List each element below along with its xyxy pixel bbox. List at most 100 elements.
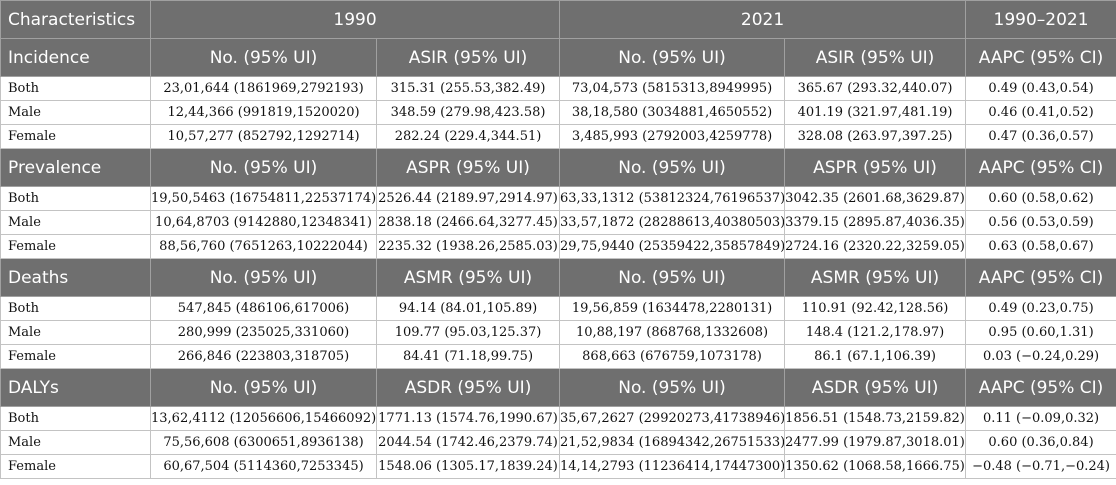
section-header-incidence: Incidence No. (95% UI) ASIR (95% UI) No.… bbox=[0, 38, 1116, 77]
table-cell: 23,01,644 (1861969,2792193) bbox=[150, 76, 377, 101]
table-row: Male 280,999 (235025,331060) 109.77 (95.… bbox=[0, 320, 1116, 345]
table-row: Female 266,846 (223803,318705) 84.41 (71… bbox=[0, 344, 1116, 369]
table-cell: 110.91 (92.42,128.56) bbox=[784, 296, 967, 321]
table-row: Female 88,56,760 (7651263,10222044) 2235… bbox=[0, 234, 1116, 259]
column-header: No. (95% UI) bbox=[559, 368, 786, 407]
column-header: No. (95% UI) bbox=[150, 258, 377, 297]
table-cell: 0.63 (0.58,0.67) bbox=[965, 234, 1116, 259]
table-cell: 38,18,580 (3034881,4650552) bbox=[559, 100, 786, 125]
table-header-row: Characteristics 1990 2021 1990–2021 bbox=[0, 0, 1116, 39]
table-cell: 2235.32 (1938.26,2585.03) bbox=[375, 234, 561, 259]
table-row: Both 13,62,4112 (12056606,15466092) 1771… bbox=[0, 406, 1116, 431]
table-cell: 109.77 (95.03,125.37) bbox=[375, 320, 561, 345]
column-header: No. (95% UI) bbox=[150, 368, 377, 407]
table-cell: 0.46 (0.41,0.52) bbox=[965, 100, 1116, 125]
table-row: Female 10,57,277 (852792,1292714) 282.24… bbox=[0, 124, 1116, 149]
column-header: ASDR (95% UI) bbox=[784, 368, 967, 407]
table-cell: 84.41 (71.18,99.75) bbox=[375, 344, 561, 369]
table-cell: 2477.99 (1979.87,3018.01) bbox=[784, 430, 967, 455]
column-header: AAPC (95% CI) bbox=[965, 368, 1116, 407]
table-cell: 19,56,859 (1634478,2280131) bbox=[559, 296, 786, 321]
table-cell: 2526.44 (2189.97,2914.97) bbox=[375, 186, 561, 211]
column-header: ASIR (95% UI) bbox=[375, 38, 561, 77]
table-cell: 19,50,5463 (16754811,22537174) bbox=[150, 186, 377, 211]
table-cell: 12,44,366 (991819,1520020) bbox=[150, 100, 377, 125]
table-cell: 21,52,9834 (16894342,26751533) bbox=[559, 430, 786, 455]
section-title: DALYs bbox=[0, 368, 151, 407]
column-header: AAPC (95% CI) bbox=[965, 38, 1116, 77]
table-cell: 0.47 (0.36,0.57) bbox=[965, 124, 1116, 149]
row-label: Male bbox=[0, 100, 151, 125]
table-cell: 13,62,4112 (12056606,15466092) bbox=[150, 406, 377, 431]
table-cell: 1350.62 (1068.58,1666.75) bbox=[784, 454, 967, 479]
characteristics-header: Characteristics bbox=[0, 0, 151, 39]
table-cell: 35,67,2627 (29920273,41738946) bbox=[559, 406, 786, 431]
table-cell: 10,57,277 (852792,1292714) bbox=[150, 124, 377, 149]
year-2021-header: 2021 bbox=[559, 0, 967, 39]
row-label: Female bbox=[0, 454, 151, 479]
column-header: ASMR (95% UI) bbox=[784, 258, 967, 297]
table-cell: 2724.16 (2320.22,3259.05) bbox=[784, 234, 967, 259]
column-header: No. (95% UI) bbox=[150, 148, 377, 187]
column-header: No. (95% UI) bbox=[559, 148, 786, 187]
column-header: No. (95% UI) bbox=[559, 38, 786, 77]
table-row: Male 75,56,608 (6300651,8936138) 2044.54… bbox=[0, 430, 1116, 455]
section-header-prevalence: Prevalence No. (95% UI) ASPR (95% UI) No… bbox=[0, 148, 1116, 187]
table-cell: 60,67,504 (5114360,7253345) bbox=[150, 454, 377, 479]
period-header: 1990–2021 bbox=[965, 0, 1116, 39]
row-label: Female bbox=[0, 344, 151, 369]
column-header: ASPR (95% UI) bbox=[784, 148, 967, 187]
column-header: ASIR (95% UI) bbox=[784, 38, 967, 77]
table-cell: 0.11 (−0.09,0.32) bbox=[965, 406, 1116, 431]
table-row: Both 547,845 (486106,617006) 94.14 (84.0… bbox=[0, 296, 1116, 321]
table-cell: 2044.54 (1742.46,2379.74) bbox=[375, 430, 561, 455]
section-title: Incidence bbox=[0, 38, 151, 77]
row-label: Both bbox=[0, 296, 151, 321]
table-cell: 282.24 (229.4,344.51) bbox=[375, 124, 561, 149]
row-label: Female bbox=[0, 124, 151, 149]
table-cell: 33,57,1872 (28288613,40380503) bbox=[559, 210, 786, 235]
column-header: ASDR (95% UI) bbox=[375, 368, 561, 407]
section-title: Prevalence bbox=[0, 148, 151, 187]
table-cell: 0.60 (0.58,0.62) bbox=[965, 186, 1116, 211]
table-cell: 0.95 (0.60,1.31) bbox=[965, 320, 1116, 345]
row-label: Male bbox=[0, 320, 151, 345]
table-cell: 328.08 (263.97,397.25) bbox=[784, 124, 967, 149]
table-cell: 75,56,608 (6300651,8936138) bbox=[150, 430, 377, 455]
column-header: AAPC (95% CI) bbox=[965, 258, 1116, 297]
table-cell: 73,04,573 (5815313,8949995) bbox=[559, 76, 786, 101]
section-header-deaths: Deaths No. (95% UI) ASMR (95% UI) No. (9… bbox=[0, 258, 1116, 297]
table-cell: 14,14,2793 (11236414,17447300) bbox=[559, 454, 786, 479]
table-cell: 0.60 (0.36,0.84) bbox=[965, 430, 1116, 455]
column-header: ASMR (95% UI) bbox=[375, 258, 561, 297]
table-row: Male 12,44,366 (991819,1520020) 348.59 (… bbox=[0, 100, 1116, 125]
table-cell: 401.19 (321.97,481.19) bbox=[784, 100, 967, 125]
section-title: Deaths bbox=[0, 258, 151, 297]
table-cell: 94.14 (84.01,105.89) bbox=[375, 296, 561, 321]
table-cell: 148.4 (121.2,178.97) bbox=[784, 320, 967, 345]
table-cell: 348.59 (279.98,423.58) bbox=[375, 100, 561, 125]
table-cell: 3,485,993 (2792003,4259778) bbox=[559, 124, 786, 149]
section-header-dalys: DALYs No. (95% UI) ASDR (95% UI) No. (95… bbox=[0, 368, 1116, 407]
table-cell: 3379.15 (2895.87,4036.35) bbox=[784, 210, 967, 235]
row-label: Both bbox=[0, 76, 151, 101]
table-cell: 0.49 (0.23,0.75) bbox=[965, 296, 1116, 321]
table-cell: 10,88,197 (868768,1332608) bbox=[559, 320, 786, 345]
table-row: Both 19,50,5463 (16754811,22537174) 2526… bbox=[0, 186, 1116, 211]
row-label: Female bbox=[0, 234, 151, 259]
year-1990-header: 1990 bbox=[149, 0, 561, 39]
column-header: No. (95% UI) bbox=[150, 38, 377, 77]
table-cell: 1856.51 (1548.73,2159.82) bbox=[784, 406, 967, 431]
table-cell: 0.49 (0.43,0.54) bbox=[965, 76, 1116, 101]
table-cell: 10,64,8703 (9142880,12348341) bbox=[150, 210, 377, 235]
row-label: Male bbox=[0, 210, 151, 235]
table-cell: 0.56 (0.53,0.59) bbox=[965, 210, 1116, 235]
table-cell: 88,56,760 (7651263,10222044) bbox=[150, 234, 377, 259]
table-cell: 63,33,1312 (53812324,76196537) bbox=[559, 186, 786, 211]
table-cell: 1548.06 (1305.17,1839.24) bbox=[375, 454, 561, 479]
table-cell: 86.1 (67.1,106.39) bbox=[784, 344, 967, 369]
column-header: ASPR (95% UI) bbox=[375, 148, 561, 187]
table-row: Female 60,67,504 (5114360,7253345) 1548.… bbox=[0, 454, 1116, 479]
table-row: Male 10,64,8703 (9142880,12348341) 2838.… bbox=[0, 210, 1116, 235]
